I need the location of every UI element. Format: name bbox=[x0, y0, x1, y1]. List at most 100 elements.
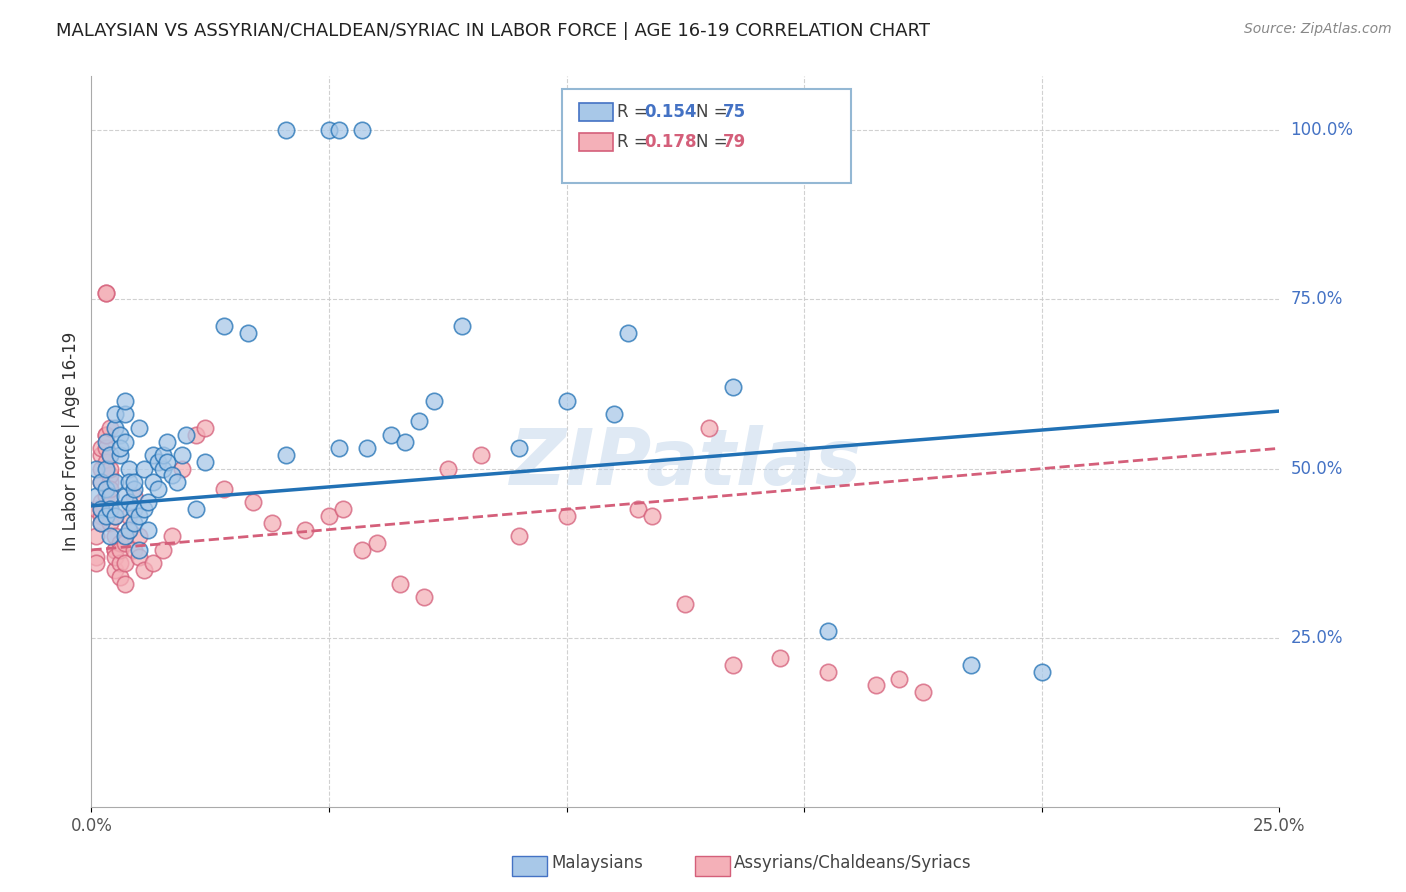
Point bbox=[128, 509, 150, 524]
Point bbox=[104, 509, 127, 524]
Point bbox=[132, 461, 155, 475]
Text: 79: 79 bbox=[723, 133, 747, 151]
Point bbox=[100, 529, 122, 543]
Point bbox=[889, 672, 911, 686]
Point bbox=[356, 442, 378, 456]
Point bbox=[128, 542, 150, 557]
Point bbox=[108, 448, 131, 462]
Point bbox=[94, 482, 117, 496]
Point bbox=[100, 482, 122, 496]
Point bbox=[84, 489, 107, 503]
Point bbox=[276, 123, 298, 137]
Point bbox=[94, 482, 117, 496]
Point bbox=[1031, 665, 1053, 679]
Point bbox=[108, 557, 131, 571]
Point bbox=[94, 285, 117, 300]
Point bbox=[451, 319, 474, 334]
Point bbox=[118, 475, 141, 490]
Text: Assyrians/Chaldeans/Syriacs: Assyrians/Chaldeans/Syriacs bbox=[734, 855, 972, 872]
Point bbox=[380, 427, 402, 442]
Point bbox=[214, 482, 236, 496]
Point bbox=[152, 461, 174, 475]
Point bbox=[170, 448, 193, 462]
Point bbox=[100, 516, 122, 530]
Point bbox=[352, 123, 374, 137]
Point bbox=[769, 651, 792, 665]
Point bbox=[118, 509, 141, 524]
Point bbox=[470, 448, 492, 462]
Point bbox=[132, 502, 155, 516]
Point bbox=[184, 502, 207, 516]
Point bbox=[422, 393, 444, 408]
Point bbox=[94, 427, 117, 442]
Point bbox=[84, 461, 107, 475]
Point bbox=[817, 665, 839, 679]
Point bbox=[160, 468, 183, 483]
Point bbox=[413, 591, 436, 605]
Point bbox=[170, 461, 193, 475]
Point bbox=[641, 509, 664, 524]
Point bbox=[90, 502, 112, 516]
Point bbox=[294, 523, 316, 537]
Point bbox=[90, 475, 112, 490]
Point bbox=[104, 408, 127, 422]
Point bbox=[104, 475, 127, 490]
Point bbox=[90, 448, 112, 462]
Point bbox=[104, 421, 127, 435]
Point bbox=[328, 442, 350, 456]
Text: R =: R = bbox=[617, 103, 654, 121]
Point bbox=[242, 495, 264, 509]
Point bbox=[332, 502, 354, 516]
Point bbox=[436, 461, 458, 475]
Point bbox=[108, 542, 131, 557]
Point bbox=[84, 529, 107, 543]
Point bbox=[122, 542, 145, 557]
Point bbox=[817, 624, 839, 639]
Point bbox=[114, 557, 136, 571]
Point bbox=[260, 516, 283, 530]
Point bbox=[90, 516, 112, 530]
Point bbox=[90, 495, 112, 509]
Point bbox=[104, 529, 127, 543]
Point bbox=[911, 685, 934, 699]
Point bbox=[94, 434, 117, 449]
Point bbox=[114, 393, 136, 408]
Text: 75: 75 bbox=[723, 103, 745, 121]
Text: ZIPatlas: ZIPatlas bbox=[509, 425, 862, 501]
Point bbox=[122, 475, 145, 490]
Point bbox=[194, 455, 217, 469]
Point bbox=[138, 523, 160, 537]
Point bbox=[100, 421, 122, 435]
Point bbox=[100, 489, 122, 503]
Point bbox=[142, 475, 165, 490]
Point bbox=[508, 442, 530, 456]
Point bbox=[673, 597, 696, 611]
Point bbox=[959, 658, 981, 673]
Point bbox=[328, 123, 350, 137]
Text: R =: R = bbox=[617, 133, 654, 151]
Point bbox=[146, 455, 169, 469]
Point bbox=[104, 542, 127, 557]
Point bbox=[128, 421, 150, 435]
Point bbox=[104, 542, 127, 557]
Point bbox=[156, 455, 179, 469]
Point bbox=[166, 475, 188, 490]
Point bbox=[90, 516, 112, 530]
Point bbox=[122, 489, 145, 503]
Point bbox=[142, 557, 165, 571]
Point bbox=[128, 529, 150, 543]
Point bbox=[508, 529, 530, 543]
Point bbox=[276, 448, 298, 462]
Point bbox=[94, 442, 117, 456]
Point bbox=[90, 502, 112, 516]
Point bbox=[366, 536, 388, 550]
Point bbox=[721, 658, 744, 673]
Point bbox=[152, 542, 174, 557]
Point bbox=[617, 326, 640, 341]
Point bbox=[108, 570, 131, 584]
Point bbox=[118, 461, 141, 475]
Point bbox=[104, 509, 127, 524]
Point bbox=[184, 427, 207, 442]
Point bbox=[84, 557, 107, 571]
Point bbox=[394, 434, 416, 449]
